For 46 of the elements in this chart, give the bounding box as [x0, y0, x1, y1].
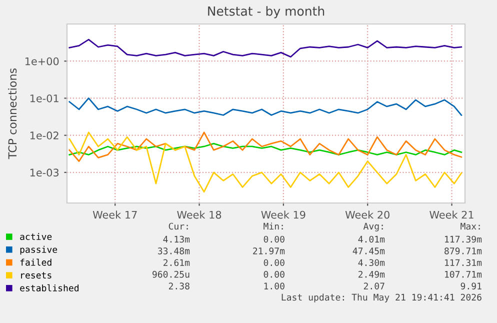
text: Min: — [264, 222, 283, 230]
text: 2.49m — [358, 270, 385, 278]
text: Cur: — [168, 222, 188, 230]
text: 21.97m — [253, 248, 285, 254]
line-series — [68, 98, 462, 116]
x-tick-label: Week 19 — [261, 210, 306, 219]
y-tick-label: 1e-02 — [30, 132, 58, 140]
legend-label: active — [20, 233, 52, 240]
x-tick-label: Week 20 — [345, 210, 390, 219]
line-series — [68, 38, 462, 58]
y-tick-label: 1e-03 — [30, 168, 59, 177]
text: 0.00 — [264, 259, 284, 266]
line-series — [68, 132, 462, 162]
x-tick-label: Week 17 — [92, 210, 137, 219]
text: 117.39m — [445, 236, 482, 243]
y-tick-label: 1e-01 — [30, 94, 58, 102]
x-tick-label: Week 18 — [177, 210, 222, 219]
legend-label: failed — [20, 258, 52, 266]
text: 33.48m — [158, 248, 190, 254]
text: 4.01m — [358, 236, 385, 243]
text: 9.91 — [460, 282, 482, 290]
text: 4.13m — [163, 236, 190, 243]
line-series — [68, 132, 462, 193]
text: 2.38 — [168, 282, 190, 290]
text: 0.00 — [264, 270, 284, 278]
text: 960.25u — [152, 270, 190, 278]
text: 47.45m — [352, 248, 385, 254]
text: Max: — [460, 222, 480, 230]
text: Avg: — [363, 222, 383, 232]
x-tick-label: Week 21 — [430, 210, 474, 219]
y-axis-title: TCP connections — [8, 68, 17, 160]
text: 879.71m — [444, 248, 482, 254]
legend-label: resets — [21, 272, 52, 279]
text: 4.30m — [358, 259, 385, 266]
text: Last update: Thu May 21 19:41:41 2026 — [282, 294, 482, 302]
legend-label: passive — [20, 246, 58, 255]
y-tick-label: 1e+00 — [25, 57, 59, 66]
text: 0.00 — [264, 236, 284, 243]
legend-label: established — [20, 284, 78, 292]
text: 1.00 — [264, 282, 284, 290]
text: 107.71m — [445, 270, 482, 278]
text: 2.07 — [364, 282, 384, 290]
text: 117.31m — [445, 259, 482, 266]
chart-title: Netstat - by month — [208, 6, 324, 18]
line-series — [68, 142, 462, 156]
text: 2.61m — [163, 259, 190, 266]
